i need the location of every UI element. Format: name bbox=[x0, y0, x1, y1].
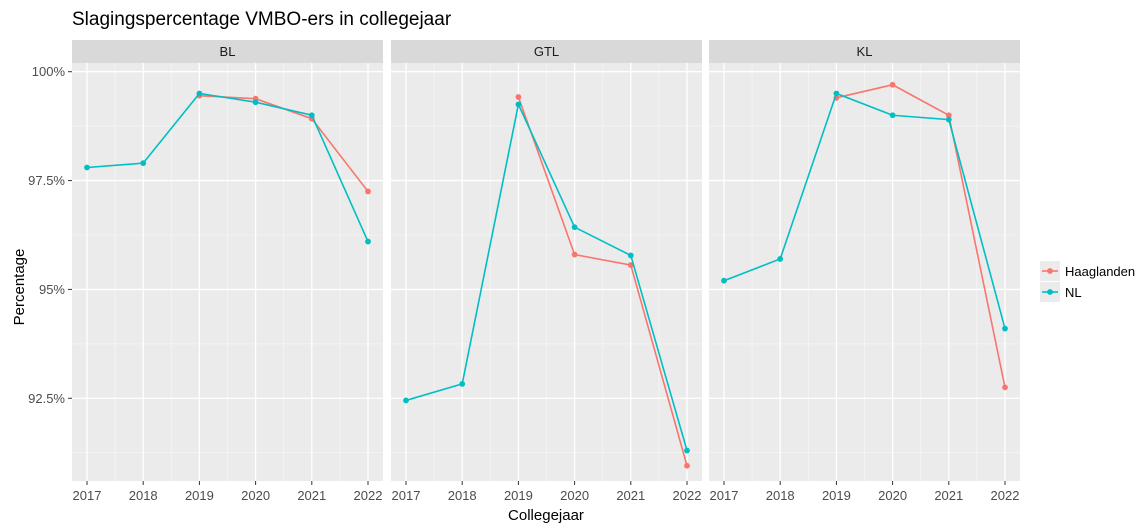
x-tick-label: 2021 bbox=[297, 488, 326, 503]
legend-point bbox=[1047, 289, 1053, 295]
x-tick-label: 2020 bbox=[560, 488, 589, 503]
facet-bl: BL 2017 2018 2019 2020 2021 2022 bbox=[72, 40, 383, 503]
data-point bbox=[459, 381, 466, 387]
facet-label: BL bbox=[220, 44, 236, 59]
x-tick-label: 2022 bbox=[354, 488, 383, 503]
data-point bbox=[684, 447, 690, 454]
data-point bbox=[945, 112, 952, 119]
data-point bbox=[140, 160, 147, 167]
x-tick-label: 2022 bbox=[991, 488, 1020, 503]
x-tick-label: 2018 bbox=[129, 488, 158, 503]
data-point bbox=[627, 252, 634, 259]
x-tick-label: 2018 bbox=[766, 488, 795, 503]
data-point bbox=[403, 397, 409, 404]
series-nl bbox=[721, 90, 1008, 332]
x-tick-label: 2017 bbox=[392, 488, 421, 503]
data-point bbox=[889, 112, 896, 119]
series-line bbox=[405, 101, 688, 451]
x-tick-label: 2019 bbox=[504, 488, 533, 503]
legend-item-haaglanden: Haaglanden bbox=[1040, 261, 1135, 281]
data-point bbox=[196, 90, 203, 97]
facet-strip bbox=[72, 40, 383, 63]
facet-strip bbox=[709, 40, 1020, 63]
x-tick-label: 2021 bbox=[934, 488, 963, 503]
series-line bbox=[723, 92, 1006, 329]
x-tick-label: 2017 bbox=[73, 488, 102, 503]
y-tick-label: 97.5% bbox=[28, 173, 65, 188]
y-axis-title: Percentage bbox=[11, 249, 28, 326]
data-point bbox=[571, 224, 578, 231]
data-point bbox=[627, 262, 634, 268]
facet-kl: KL 2017 2018 2019 2020 2021 2022 bbox=[709, 40, 1020, 503]
series-line bbox=[86, 92, 369, 242]
series-nl bbox=[403, 101, 690, 454]
series-haaglanden bbox=[833, 81, 1008, 391]
data-point bbox=[721, 277, 727, 284]
data-point bbox=[1002, 325, 1008, 332]
data-point bbox=[515, 101, 522, 108]
data-point bbox=[945, 116, 952, 123]
series-haaglanden bbox=[515, 94, 690, 469]
series-nl bbox=[84, 90, 371, 245]
x-tick-label: 2019 bbox=[185, 488, 214, 503]
y-tick-label: 92.5% bbox=[28, 391, 65, 406]
x-tick-label: 2021 bbox=[616, 488, 645, 503]
data-point bbox=[365, 188, 371, 195]
facet-panels: BL 2017 2018 2019 2020 2021 2022 GTL 2017 2018 201… bbox=[72, 40, 1020, 503]
data-point bbox=[252, 99, 259, 106]
x-tick-label: 2019 bbox=[822, 488, 851, 503]
legend-label: NL bbox=[1065, 285, 1082, 300]
x-tick-label: 2022 bbox=[673, 488, 702, 503]
legend-label: Haaglanden bbox=[1065, 264, 1135, 279]
legend-point bbox=[1047, 268, 1053, 274]
data-point bbox=[571, 251, 578, 258]
y-tick-label: 95% bbox=[39, 282, 65, 297]
data-point bbox=[308, 112, 315, 119]
data-point bbox=[833, 90, 840, 97]
data-point bbox=[84, 164, 90, 171]
y-tick-label: 100% bbox=[32, 64, 66, 79]
data-point bbox=[365, 238, 371, 245]
data-point bbox=[889, 81, 896, 88]
facet-strip bbox=[391, 40, 702, 63]
chart-title: Slagingspercentage VMBO-ers in collegeja… bbox=[72, 9, 452, 30]
legend-item-nl: NL bbox=[1040, 282, 1082, 302]
data-point bbox=[777, 256, 784, 262]
data-point bbox=[515, 94, 522, 100]
facet-gtl: GTL 2017 2018 2019 2020 2021 2022 bbox=[391, 40, 702, 503]
series-line bbox=[517, 96, 688, 466]
x-tick-label: 2020 bbox=[878, 488, 907, 503]
y-axis: 92.5% 95% 97.5% 100% bbox=[28, 64, 72, 406]
series-line bbox=[836, 83, 1006, 388]
legend: Haaglanden NL bbox=[1040, 261, 1135, 302]
x-tick-label: 2018 bbox=[448, 488, 477, 503]
facet-label: GTL bbox=[534, 44, 559, 59]
x-tick-label: 2017 bbox=[710, 488, 739, 503]
data-point bbox=[684, 462, 690, 469]
x-axis-title: Collegejaar bbox=[508, 507, 584, 523]
data-point bbox=[1002, 384, 1008, 391]
x-tick-label: 2020 bbox=[241, 488, 270, 503]
facet-label: KL bbox=[857, 44, 873, 59]
